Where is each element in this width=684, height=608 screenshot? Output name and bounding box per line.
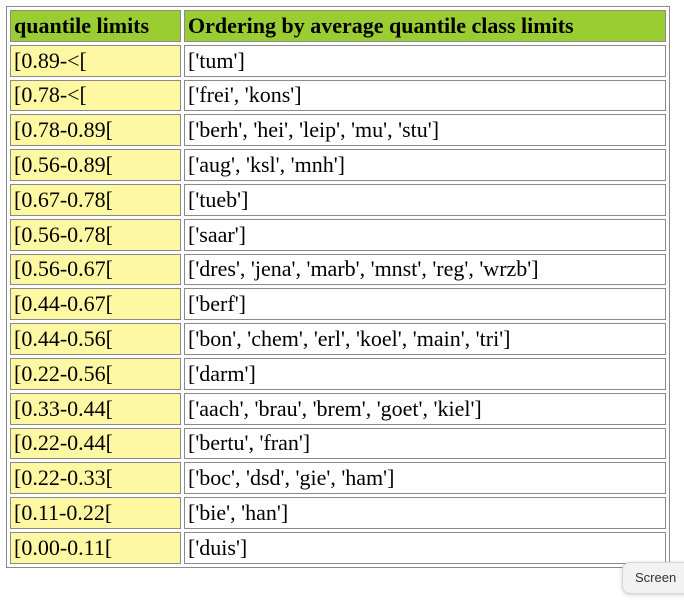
order-cell: ['bertu', 'fran'] — [184, 427, 666, 460]
limit-cell: [0.56-0.67[ — [10, 253, 181, 286]
limit-cell: [0.22-0.56[ — [10, 357, 181, 390]
order-cell: ['frei', 'kons'] — [184, 79, 666, 112]
table-row: [0.78-<[ ['frei', 'kons'] — [10, 79, 666, 112]
table-row: [0.56-0.67[ ['dres', 'jena', 'marb', 'mn… — [10, 253, 666, 286]
table-row: [0.22-0.56[ ['darm'] — [10, 357, 666, 390]
header-ordering: Ordering by average quantile class limit… — [184, 10, 666, 42]
limit-cell: [0.44-0.56[ — [10, 323, 181, 355]
order-cell: ['aach', 'brau', 'brem', 'goet', 'kiel'] — [184, 392, 666, 425]
table-row: [0.89-<[ ['tum'] — [10, 44, 666, 77]
limit-cell: [0.11-0.22[ — [10, 497, 181, 529]
table-row: [0.56-0.89[ ['aug', 'ksl', 'mnh'] — [10, 149, 666, 181]
order-cell: ['tum'] — [184, 44, 666, 77]
limit-cell: [0.33-0.44[ — [10, 392, 181, 425]
header-row: quantile limits Ordering by average quan… — [10, 10, 666, 42]
table-row: [0.44-0.67[ ['berf'] — [10, 288, 666, 321]
limit-cell: [0.56-0.89[ — [10, 149, 181, 181]
limit-cell: [0.22-0.33[ — [10, 462, 181, 495]
table-row: [0.56-0.78[ ['saar'] — [10, 218, 666, 251]
order-cell: ['bon', 'chem', 'erl', 'koel', 'main', '… — [184, 323, 666, 355]
table-row: [0.22-0.44[ ['bertu', 'fran'] — [10, 427, 666, 460]
order-cell: ['tueb'] — [184, 183, 666, 216]
table-row: [0.67-0.78[ ['tueb'] — [10, 183, 666, 216]
order-cell: ['berh', 'hei', 'leip', 'mu', 'stu'] — [184, 114, 666, 147]
table-row: [0.33-0.44[ ['aach', 'brau', 'brem', 'go… — [10, 392, 666, 425]
order-cell: ['berf'] — [184, 288, 666, 321]
order-cell: ['aug', 'ksl', 'mnh'] — [184, 149, 666, 181]
order-cell: ['saar'] — [184, 218, 666, 251]
table-row: [0.78-0.89[ ['berh', 'hei', 'leip', 'mu'… — [10, 114, 666, 147]
quantile-table: quantile limits Ordering by average quan… — [6, 6, 670, 568]
order-cell: ['bie', 'han'] — [184, 497, 666, 529]
order-cell: ['dres', 'jena', 'marb', 'mnst', 'reg', … — [184, 253, 666, 286]
order-cell: ['darm'] — [184, 357, 666, 390]
table-row: [0.00-0.11[ ['duis'] — [10, 531, 666, 564]
order-cell: ['duis'] — [184, 531, 666, 564]
screenshot-overlay-button[interactable]: Screen — [622, 562, 684, 594]
limit-cell: [0.67-0.78[ — [10, 183, 181, 216]
order-cell: ['boc', 'dsd', 'gie', 'ham'] — [184, 462, 666, 495]
limit-cell: [0.89-<[ — [10, 44, 181, 77]
limit-cell: [0.78-<[ — [10, 79, 181, 112]
table-row: [0.44-0.56[ ['bon', 'chem', 'erl', 'koel… — [10, 323, 666, 355]
limit-cell: [0.00-0.11[ — [10, 531, 181, 564]
limit-cell: [0.56-0.78[ — [10, 218, 181, 251]
limit-cell: [0.44-0.67[ — [10, 288, 181, 321]
table-row: [0.22-0.33[ ['boc', 'dsd', 'gie', 'ham'] — [10, 462, 666, 495]
limit-cell: [0.78-0.89[ — [10, 114, 181, 147]
limit-cell: [0.22-0.44[ — [10, 427, 181, 460]
header-quantile-limits: quantile limits — [10, 10, 181, 42]
table-row: [0.11-0.22[ ['bie', 'han'] — [10, 497, 666, 529]
